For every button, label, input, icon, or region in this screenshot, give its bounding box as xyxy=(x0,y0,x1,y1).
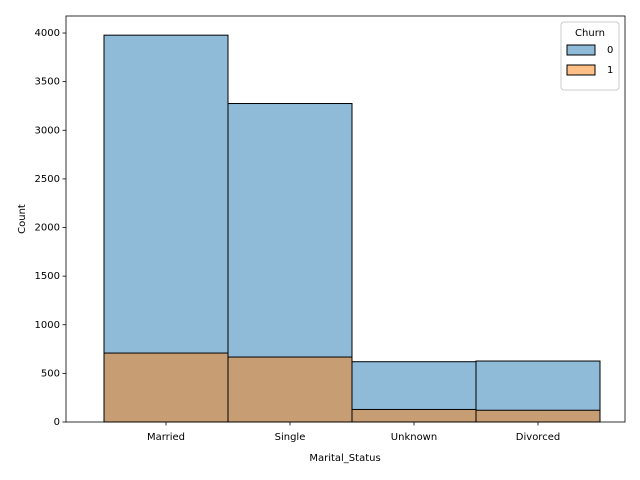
x-tick-label: Divorced xyxy=(516,432,560,443)
legend-title: Churn xyxy=(575,28,605,39)
bar xyxy=(475,409,601,423)
y-tick-label: 1500 xyxy=(35,271,60,282)
bar xyxy=(351,408,477,423)
y-tick-label: 500 xyxy=(41,368,60,379)
y-tick-label: 2000 xyxy=(35,223,60,234)
x-tick-label: Single xyxy=(275,432,306,443)
y-tick-label: 1000 xyxy=(35,320,60,331)
legend-swatch xyxy=(566,64,596,76)
y-tick-label: 3000 xyxy=(35,125,60,136)
bar xyxy=(227,356,353,423)
y-tick-label: 0 xyxy=(54,417,60,428)
y-tick-label: 2500 xyxy=(35,174,60,185)
x-axis-label: Marital_Status xyxy=(309,453,380,464)
y-tick-label: 4000 xyxy=(35,28,60,39)
legend-label: 1 xyxy=(607,65,613,76)
legend-label: 0 xyxy=(607,45,613,56)
y-tick-label: 3500 xyxy=(35,77,60,88)
bar xyxy=(103,352,229,423)
x-tick-label: Unknown xyxy=(391,432,437,443)
y-axis-label: Count xyxy=(17,204,28,234)
plot-frame xyxy=(65,15,626,423)
x-tick-label: Married xyxy=(147,432,185,443)
legend-swatch xyxy=(566,44,596,56)
